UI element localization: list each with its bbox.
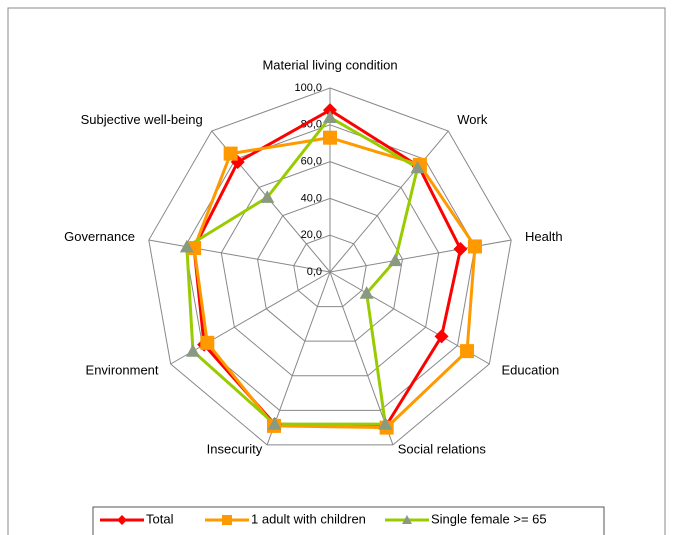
marker (402, 515, 412, 524)
category-label: Environment (86, 362, 159, 377)
marker (434, 329, 449, 344)
spoke (170, 271, 331, 365)
marker (117, 515, 127, 525)
series-line (192, 136, 477, 430)
marker (179, 239, 194, 253)
category-label: Material living condition (262, 57, 397, 72)
grid-line (293, 234, 367, 308)
marker (359, 286, 374, 299)
category-label: Insecurity (207, 441, 263, 456)
marker (378, 417, 393, 430)
category-label: Health (525, 229, 563, 244)
tick-label: 20,0 (301, 229, 322, 241)
marker (410, 160, 425, 174)
spoke (266, 271, 331, 446)
marker (222, 515, 232, 525)
series-line (185, 115, 420, 426)
marker (323, 103, 337, 118)
legend-label: 1 adult with children (251, 511, 366, 526)
marker (453, 241, 468, 256)
legend-box (92, 506, 605, 535)
spoke (329, 271, 394, 446)
grid-line (256, 197, 404, 342)
tick-label: 40,0 (301, 192, 322, 204)
marker (460, 344, 475, 359)
marker (200, 335, 215, 350)
tick-label: 100,0 (294, 82, 322, 94)
marker (388, 253, 403, 267)
chart-border (7, 7, 666, 535)
category-label: Social relations (398, 441, 487, 456)
legend-label: Single female >= 65 (431, 511, 547, 526)
tick-label: 0,0 (307, 266, 322, 278)
tick-label: 80,0 (301, 119, 322, 131)
marker (267, 417, 282, 430)
spoke (148, 239, 331, 273)
grid-line (148, 87, 512, 446)
category-label: Subjective well-being (81, 112, 203, 127)
marker (323, 130, 337, 145)
marker (260, 190, 275, 203)
marker (185, 344, 200, 357)
tick-label: 60,0 (301, 156, 322, 168)
legend-label: Total (146, 511, 174, 526)
marker (323, 110, 337, 124)
category-label: Governance (64, 229, 135, 244)
marker (467, 239, 482, 254)
spoke (329, 239, 512, 273)
category-label: Education (501, 362, 559, 377)
spoke (329, 130, 449, 273)
marker (223, 146, 238, 161)
grid-line (220, 161, 440, 377)
category-label: Work (457, 112, 488, 127)
